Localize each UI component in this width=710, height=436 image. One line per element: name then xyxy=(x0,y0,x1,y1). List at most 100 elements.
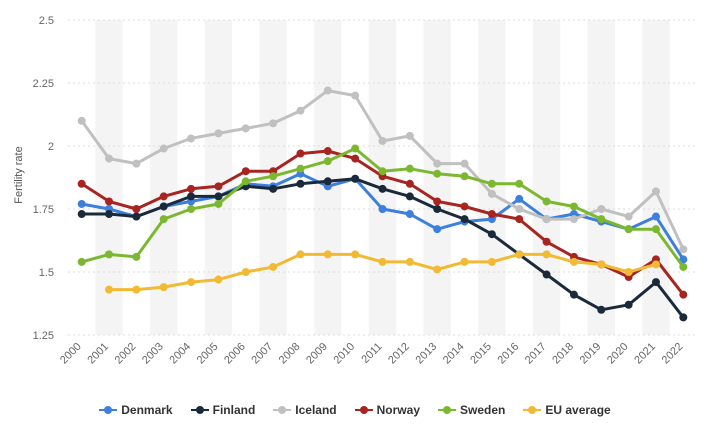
point-sweden-2015[interactable] xyxy=(487,179,496,188)
point-denmark-2013[interactable] xyxy=(433,225,442,234)
point-iceland-2021[interactable] xyxy=(651,187,660,196)
point-eu-average-2021[interactable] xyxy=(651,260,660,269)
point-iceland-2002[interactable] xyxy=(132,159,141,168)
point-iceland-2003[interactable] xyxy=(159,144,168,153)
legend-item-denmark[interactable]: Denmark xyxy=(99,403,173,417)
point-eu-average-2016[interactable] xyxy=(515,250,524,259)
point-iceland-2001[interactable] xyxy=(105,154,114,163)
point-eu-average-2020[interactable] xyxy=(624,268,633,276)
point-norway-2009[interactable] xyxy=(323,147,332,156)
point-sweden-2016[interactable] xyxy=(515,179,524,188)
point-sweden-2018[interactable] xyxy=(569,202,578,211)
point-finland-2018[interactable] xyxy=(569,290,578,299)
point-denmark-2022[interactable] xyxy=(679,255,688,264)
point-sweden-2022[interactable] xyxy=(679,262,688,271)
point-denmark-2012[interactable] xyxy=(405,210,414,219)
point-eu-average-2006[interactable] xyxy=(241,268,250,276)
point-eu-average-2014[interactable] xyxy=(460,257,469,266)
point-iceland-2016[interactable] xyxy=(515,205,524,213)
point-finland-2011[interactable] xyxy=(378,184,387,193)
point-eu-average-2007[interactable] xyxy=(269,262,278,271)
point-iceland-2019[interactable] xyxy=(597,205,606,213)
point-eu-average-2012[interactable] xyxy=(405,257,414,266)
point-iceland-2008[interactable] xyxy=(296,106,305,115)
point-finland-2005[interactable] xyxy=(214,192,223,201)
point-norway-2005[interactable] xyxy=(214,182,223,191)
point-eu-average-2001[interactable] xyxy=(105,285,114,294)
point-iceland-2006[interactable] xyxy=(241,124,250,133)
point-iceland-2007[interactable] xyxy=(269,119,278,128)
point-denmark-2011[interactable] xyxy=(378,205,387,213)
point-finland-2007[interactable] xyxy=(269,184,278,193)
point-finland-2022[interactable] xyxy=(679,313,688,322)
point-iceland-2015[interactable] xyxy=(487,189,496,198)
point-eu-average-2005[interactable] xyxy=(214,275,223,284)
point-eu-average-2015[interactable] xyxy=(487,257,496,266)
point-denmark-2016[interactable] xyxy=(515,194,524,203)
point-eu-average-2017[interactable] xyxy=(542,250,551,259)
point-sweden-2013[interactable] xyxy=(433,169,442,178)
point-sweden-2011[interactable] xyxy=(378,167,387,176)
point-sweden-2020[interactable] xyxy=(624,225,633,234)
point-norway-2002[interactable] xyxy=(132,205,141,213)
point-iceland-2014[interactable] xyxy=(460,159,469,168)
point-iceland-2010[interactable] xyxy=(351,91,360,100)
point-denmark-2021[interactable] xyxy=(651,212,660,221)
point-eu-average-2018[interactable] xyxy=(569,257,578,266)
point-norway-2000[interactable] xyxy=(77,179,86,188)
point-iceland-2011[interactable] xyxy=(378,136,387,145)
point-eu-average-2019[interactable] xyxy=(597,260,606,269)
point-sweden-2008[interactable] xyxy=(296,164,305,173)
point-sweden-2002[interactable] xyxy=(132,252,141,261)
legend-item-finland[interactable]: Finland xyxy=(190,403,255,417)
point-norway-2008[interactable] xyxy=(296,149,305,158)
point-finland-2015[interactable] xyxy=(487,230,496,239)
legend-item-iceland[interactable]: Iceland xyxy=(273,403,337,417)
point-iceland-2017[interactable] xyxy=(542,215,551,224)
point-iceland-2022[interactable] xyxy=(679,245,688,254)
point-finland-2010[interactable] xyxy=(351,174,360,183)
point-sweden-2021[interactable] xyxy=(651,225,660,234)
legend-item-norway[interactable]: Norway xyxy=(354,403,420,417)
point-iceland-2013[interactable] xyxy=(433,159,442,168)
point-sweden-2014[interactable] xyxy=(460,172,469,181)
point-norway-2006[interactable] xyxy=(241,167,250,176)
point-finland-2021[interactable] xyxy=(651,278,660,287)
point-eu-average-2009[interactable] xyxy=(323,250,332,259)
point-eu-average-2002[interactable] xyxy=(132,285,141,294)
point-norway-2017[interactable] xyxy=(542,237,551,246)
point-finland-2009[interactable] xyxy=(323,177,332,186)
point-eu-average-2003[interactable] xyxy=(159,283,168,292)
point-iceland-2012[interactable] xyxy=(405,131,414,140)
point-norway-2016[interactable] xyxy=(515,215,524,224)
point-sweden-2017[interactable] xyxy=(542,197,551,206)
point-finland-2014[interactable] xyxy=(460,215,469,224)
point-sweden-2001[interactable] xyxy=(105,250,114,259)
point-iceland-2009[interactable] xyxy=(323,86,332,95)
point-norway-2010[interactable] xyxy=(351,154,360,163)
point-norway-2001[interactable] xyxy=(105,197,114,206)
point-sweden-2006[interactable] xyxy=(241,177,250,186)
point-norway-2013[interactable] xyxy=(433,197,442,206)
point-iceland-2004[interactable] xyxy=(187,134,196,143)
point-iceland-2005[interactable] xyxy=(214,129,223,138)
point-finland-2020[interactable] xyxy=(624,300,633,309)
point-eu-average-2013[interactable] xyxy=(433,265,442,274)
point-norway-2015[interactable] xyxy=(487,210,496,219)
point-finland-2013[interactable] xyxy=(433,205,442,213)
point-eu-average-2004[interactable] xyxy=(187,278,196,287)
point-finland-2008[interactable] xyxy=(296,179,305,188)
point-finland-2003[interactable] xyxy=(159,202,168,211)
point-iceland-2000[interactable] xyxy=(77,116,86,125)
point-sweden-2000[interactable] xyxy=(77,257,86,266)
point-sweden-2012[interactable] xyxy=(405,164,414,173)
point-sweden-2019[interactable] xyxy=(597,215,606,224)
point-denmark-2000[interactable] xyxy=(77,199,86,208)
point-finland-2002[interactable] xyxy=(132,212,141,221)
point-norway-2014[interactable] xyxy=(460,202,469,211)
point-finland-2004[interactable] xyxy=(187,192,196,201)
point-finland-2019[interactable] xyxy=(597,305,606,314)
point-iceland-2018[interactable] xyxy=(569,215,578,224)
point-finland-2017[interactable] xyxy=(542,270,551,279)
point-sweden-2007[interactable] xyxy=(269,172,278,181)
